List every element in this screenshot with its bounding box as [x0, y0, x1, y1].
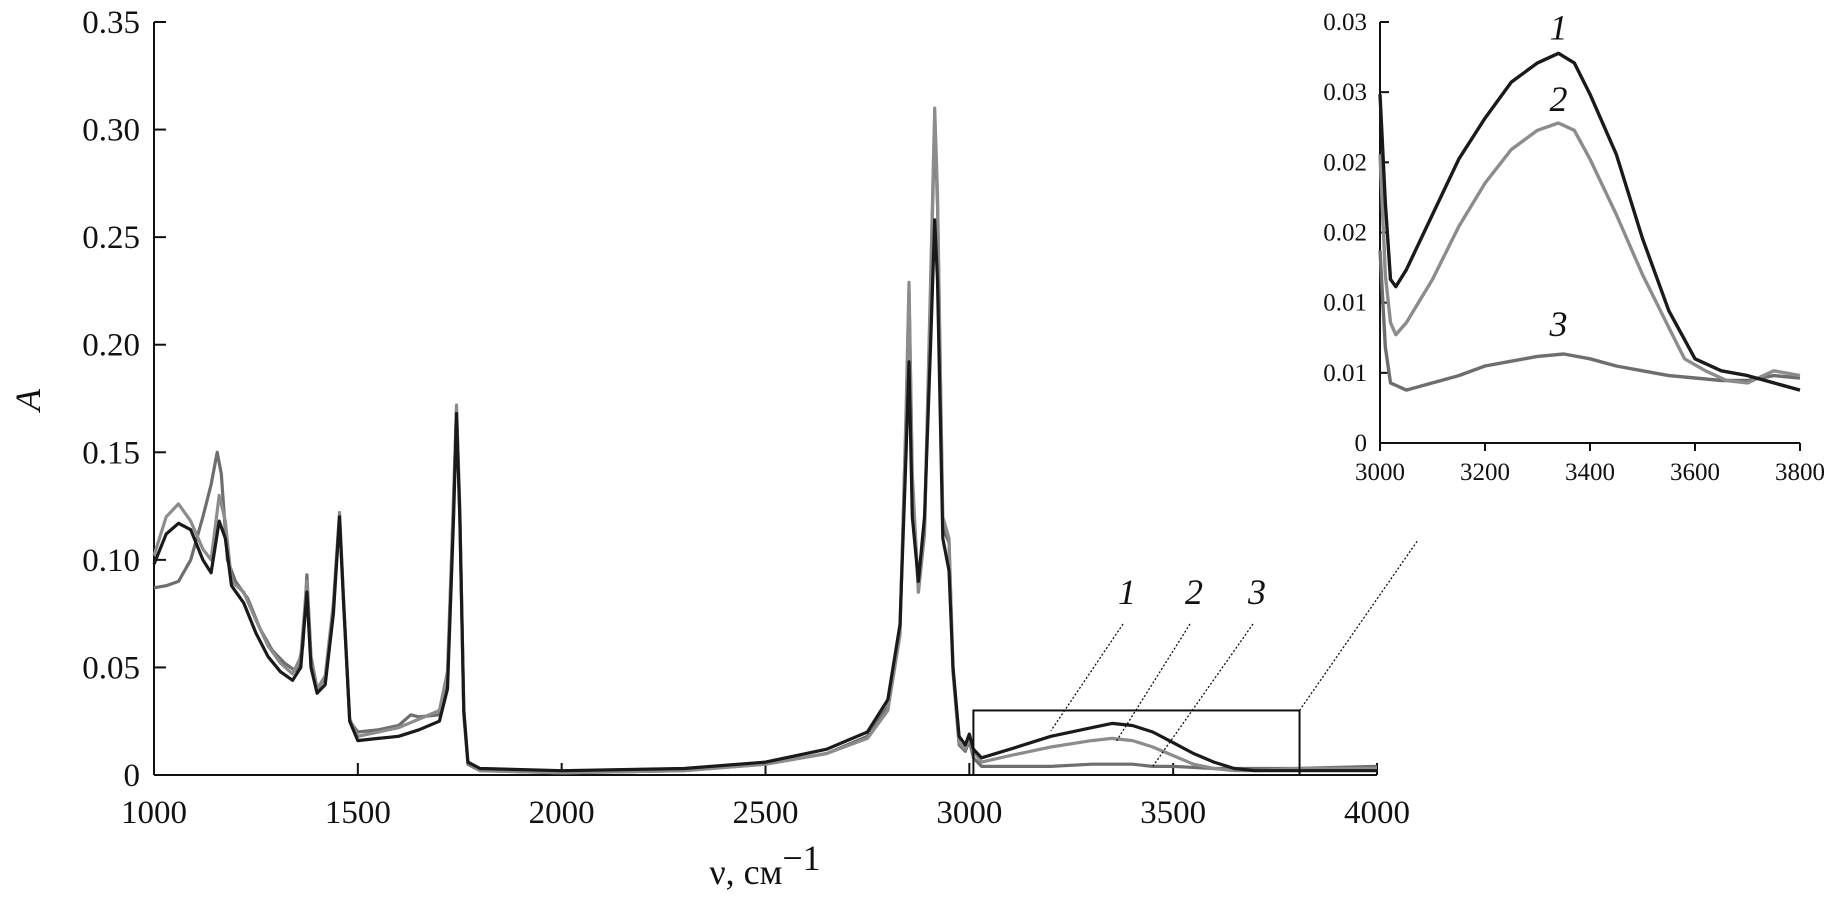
- main-series-line-1: [152, 218, 1377, 773]
- y-axis-title: A: [8, 388, 48, 413]
- inset-x-tick-label: 3800: [1775, 459, 1825, 486]
- main-y-tick-label: 0.15: [82, 435, 140, 471]
- inset-plot: 0 0.01 0.01 0.02 0.02 0.03 0.03 3000 3200 3400 36…: [1323, 7, 1825, 486]
- main-y-tick-label: 0.25: [82, 220, 140, 256]
- inset-series-line-1: [1378, 51, 1801, 392]
- main-series-line-3: [153, 117, 1378, 775]
- inset-series-line-3: [1378, 250, 1801, 392]
- inset-curve-label-3: 3: [1549, 304, 1568, 344]
- main-curve-leader-3: [1152, 623, 1254, 767]
- inset-curve-labels: 1 2 3: [1549, 7, 1568, 344]
- main-x-tick-label: 4000: [1344, 795, 1410, 831]
- inset-series-line-2: [1378, 121, 1801, 385]
- zoom-indicator: [972, 539, 1419, 777]
- main-series-line-2: [152, 106, 1377, 775]
- main-y-tick-label: 0: [124, 758, 141, 794]
- main-x-tick-label: 2500: [733, 795, 799, 831]
- main-x-tick-label: 3000: [936, 795, 1002, 831]
- main-curve-leader-2: [1115, 623, 1191, 742]
- main-y-tick-label: 0.30: [82, 113, 140, 149]
- x-axis-title-superscript: −1: [782, 838, 820, 878]
- main-x-ticks: 1000 1500 2000 2500 3000 3500 4000: [121, 763, 1410, 831]
- main-y-tick-label: 0.10: [82, 543, 140, 579]
- inset-x-tick-label: 3600: [1670, 459, 1720, 486]
- main-y-tick-label: 0.35: [82, 5, 140, 41]
- main-plot: 00.050.100.150.200.250.300.35 1000 1500 20…: [8, 5, 1419, 892]
- main-y-tick-label: 0.05: [82, 650, 140, 686]
- main-curve-label-1: 1: [1118, 572, 1136, 612]
- main-curve-labels: 1 2 3: [1050, 572, 1266, 767]
- inset-y-tick-label: 0.02: [1323, 149, 1367, 176]
- main-y-ticks: 0 0.05 0.10 0.15 0.20 0.25 0.30 0.35: [82, 5, 166, 794]
- inset-x-tick-label: 3200: [1460, 459, 1510, 486]
- inset-y-tick-label: 0.01: [1323, 290, 1367, 317]
- main-x-tick-label: 1000: [121, 795, 187, 831]
- inset-curve-label-2: 2: [1550, 79, 1568, 119]
- inset-y-tick-label: 0.03: [1323, 9, 1367, 36]
- inset-y-tick-label: 0.03: [1323, 79, 1367, 106]
- inset-y-ticks: 0 0.01 0.01 0.02 0.02 0.03 0.03: [1323, 9, 1389, 457]
- main-curve-label-2: 2: [1185, 572, 1203, 612]
- inset-x-tick-label: 3000: [1355, 459, 1405, 486]
- inset-x-ticks: 3000 3200 3400 3600 3800: [1355, 443, 1825, 486]
- main-curve-label-3: 3: [1247, 572, 1266, 612]
- zoom-rectangle: [972, 709, 1301, 777]
- x-axis-title-main: ν, см: [709, 852, 782, 892]
- main-x-tick-label: 3500: [1140, 795, 1206, 831]
- inset-y-tick-label: 0.02: [1323, 220, 1367, 247]
- main-x-tick-label: 2000: [529, 795, 595, 831]
- zoom-connector-line: [1299, 539, 1419, 711]
- main-x-tick-label: 1500: [325, 795, 391, 831]
- inset-curve-label-1: 1: [1550, 7, 1568, 47]
- main-y-tick-label: 0.20: [82, 328, 140, 364]
- inset-series-group: [1378, 51, 1801, 392]
- main-curve-leader-1: [1050, 623, 1124, 732]
- inset-y-tick-label: 0.01: [1323, 360, 1367, 387]
- x-axis-title: ν, см−1: [709, 838, 820, 892]
- inset-x-tick-label: 3400: [1565, 459, 1615, 486]
- inset-y-tick-label: 0: [1355, 430, 1368, 457]
- main-series-group: [152, 106, 1378, 775]
